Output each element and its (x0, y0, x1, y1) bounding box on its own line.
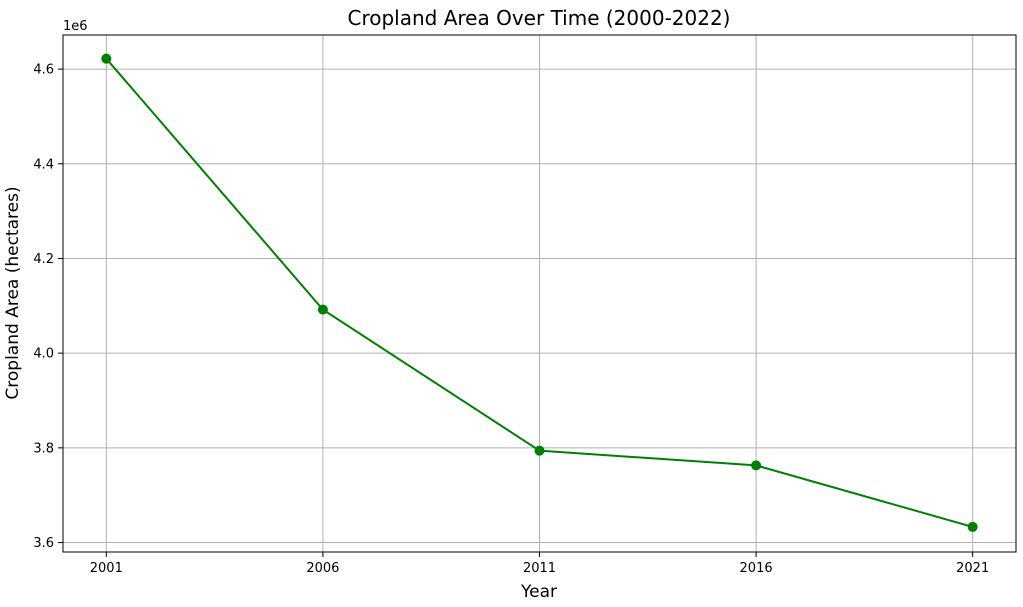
y-tick-label: 4.2 (33, 252, 54, 267)
ticks: 2001 2006 2011 2016 2021 3.6 3.8 4.0 4.2 4.4 4.6 (33, 63, 989, 576)
x-tick-label: 2001 (90, 561, 123, 576)
series-layer (101, 53, 978, 532)
data-point (317, 304, 328, 315)
y-axis-label: Cropland Area (hectares) (3, 186, 23, 399)
data-point (534, 445, 545, 456)
data-point (101, 53, 112, 64)
y-tick-label: 4.4 (33, 157, 54, 172)
data-point (751, 460, 762, 471)
y-tick-label: 3.8 (33, 441, 54, 456)
y-offset-label: 1e6 (63, 19, 88, 34)
y-tick-label: 4.6 (33, 63, 54, 78)
x-tick-label: 2021 (956, 561, 989, 576)
x-tick-label: 2011 (523, 561, 556, 576)
y-tick-label: 3.6 (33, 536, 54, 551)
data-point (967, 521, 978, 532)
x-tick-label: 2016 (740, 561, 773, 576)
grid (63, 35, 1016, 552)
x-tick-label: 2006 (306, 561, 339, 576)
y-tick-label: 4.0 (33, 347, 54, 362)
chart-title: Cropland Area Over Time (2000-2022) (348, 6, 731, 30)
x-axis-label: Year (520, 582, 557, 602)
